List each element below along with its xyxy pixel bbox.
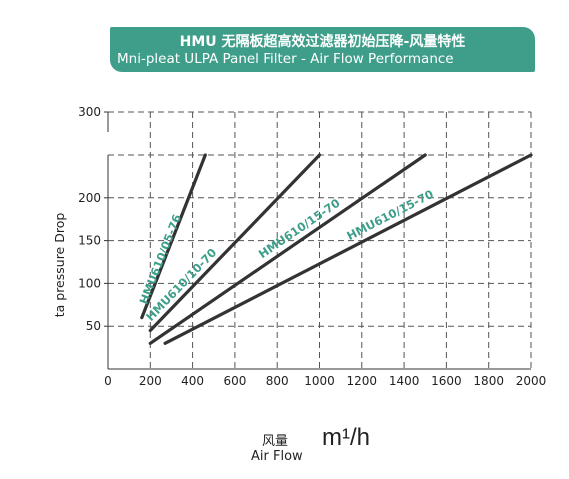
series-line bbox=[148, 153, 427, 345]
title-banner: HMU 无隔板超高效过滤器初始压降-风量特性 Mni-pleat ULPA Pa… bbox=[110, 27, 535, 72]
x-axis-label-cn: 风量 bbox=[262, 434, 289, 449]
y-tick-label: 50 bbox=[86, 319, 101, 333]
x-tick-label: 800 bbox=[266, 374, 289, 388]
x-tick-label: 1200 bbox=[347, 374, 378, 388]
series-line bbox=[148, 153, 322, 333]
x-tick-label: 600 bbox=[223, 374, 246, 388]
y-axis-label: ta pressure Drop bbox=[52, 213, 67, 318]
series-label: HMU610/15-70 bbox=[345, 187, 436, 243]
line-chart: 0 200 400 600 800 1000 1200 1400 1600 1800 2000 50 1… bbox=[52, 105, 547, 388]
x-tick-label: 2000 bbox=[516, 374, 547, 388]
y-tick-label: 300 bbox=[78, 105, 101, 119]
x-tick-label: 200 bbox=[139, 374, 162, 388]
x-axis-label: 风量 Air Flow m¹/h bbox=[240, 418, 400, 468]
x-axis-unit: m¹/h bbox=[322, 424, 370, 451]
x-axis-label-en: Air Flow bbox=[251, 449, 303, 464]
series-line bbox=[140, 153, 207, 320]
x-tick-label: 0 bbox=[104, 374, 112, 388]
y-tick-label: 100 bbox=[78, 276, 101, 290]
chart-title-en: Mni-pleat ULPA Panel Filter - Air Flow P… bbox=[117, 51, 454, 67]
y-tick-label: 200 bbox=[78, 191, 101, 205]
x-tick-label: 400 bbox=[181, 374, 204, 388]
x-tick-label: 1400 bbox=[389, 374, 420, 388]
chart-title-cn: HMU 无隔板超高效过滤器初始压降-风量特性 bbox=[179, 34, 466, 50]
series-line bbox=[163, 153, 533, 345]
y-tick-label: 150 bbox=[78, 234, 101, 248]
x-tick-label: 1800 bbox=[473, 374, 504, 388]
x-tick-label: 1000 bbox=[304, 374, 335, 388]
x-tick-label: 1600 bbox=[431, 374, 462, 388]
